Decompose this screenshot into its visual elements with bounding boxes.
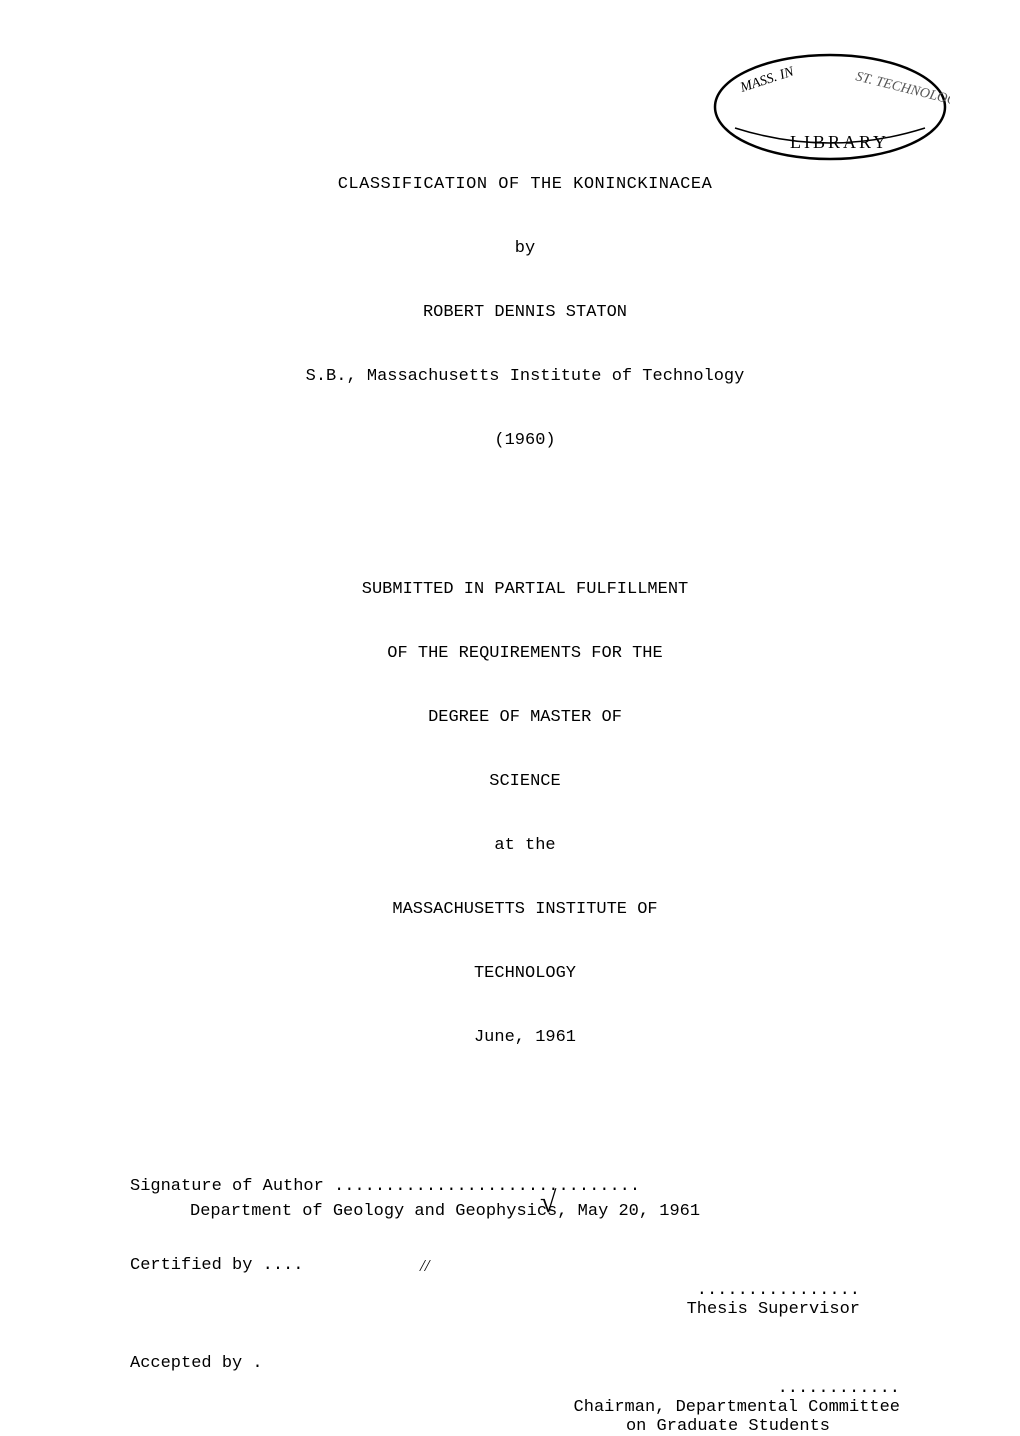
prior-year: (1960) — [130, 431, 920, 450]
submitted-line-0: SUBMITTED IN PARTIAL FULFILLMENT — [130, 580, 920, 599]
certified-by-label: Certified by .... // — [130, 1256, 920, 1275]
submitted-section: SUBMITTED IN PARTIAL FULFILLMENT OF THE … — [130, 580, 920, 1047]
certified-initials: // — [420, 1256, 429, 1276]
prior-degree: S.B., Massachusetts Institute of Technol… — [130, 367, 920, 386]
submitted-line-7: June, 1961 — [130, 1028, 920, 1047]
submitted-line-2: DEGREE OF MASTER OF — [130, 708, 920, 727]
submitted-line-5: MASSACHUSETTS INSTITUTE OF — [130, 900, 920, 919]
author-name: ROBERT DENNIS STATON — [130, 303, 920, 322]
submitted-line-3: SCIENCE — [130, 772, 920, 791]
accepted-by-label: Accepted by . — [130, 1354, 920, 1373]
accepted-role-line2: on Graduate Students — [130, 1417, 920, 1436]
certified-role: Thesis Supervisor — [687, 1300, 860, 1319]
checkmark-icon: √ — [540, 1186, 556, 1220]
certified-label-text: Certified by .... — [130, 1256, 303, 1275]
signature-author-label: Signature of Author ....................… — [130, 1177, 920, 1196]
thesis-title: CLASSIFICATION OF THE KONINCKINACEA — [130, 175, 920, 194]
submitted-line-1: OF THE REQUIREMENTS FOR THE — [130, 644, 920, 663]
accepted-dots: ............ — [130, 1379, 920, 1398]
library-stamp: MASS. IN ST. TECHNOLOGY LIBRARY — [710, 50, 950, 165]
title-section: CLASSIFICATION OF THE KONINCKINACEA by R… — [130, 175, 920, 450]
submitted-line-4: at the — [130, 836, 920, 855]
stamp-text-top-left: MASS. IN — [738, 64, 797, 96]
submitted-line-6: TECHNOLOGY — [130, 964, 920, 983]
thesis-title-page: MASS. IN ST. TECHNOLOGY LIBRARY CLASSIFI… — [0, 0, 1020, 1320]
signature-section: Signature of Author ....................… — [130, 1177, 920, 1436]
by-line: by — [130, 239, 920, 258]
stamp-text-bottom: LIBRARY — [790, 132, 889, 152]
stamp-text-top-right: ST. TECHNOLOGY — [854, 69, 950, 111]
certified-dots: ................ — [697, 1281, 860, 1300]
certified-role-line: ................ Thesis Supervisor — [130, 1281, 920, 1319]
signature-department: Department of Geology and Geophysics, Ma… — [130, 1202, 920, 1221]
accepted-role-line1: Chairman, Departmental Committee — [130, 1398, 920, 1417]
